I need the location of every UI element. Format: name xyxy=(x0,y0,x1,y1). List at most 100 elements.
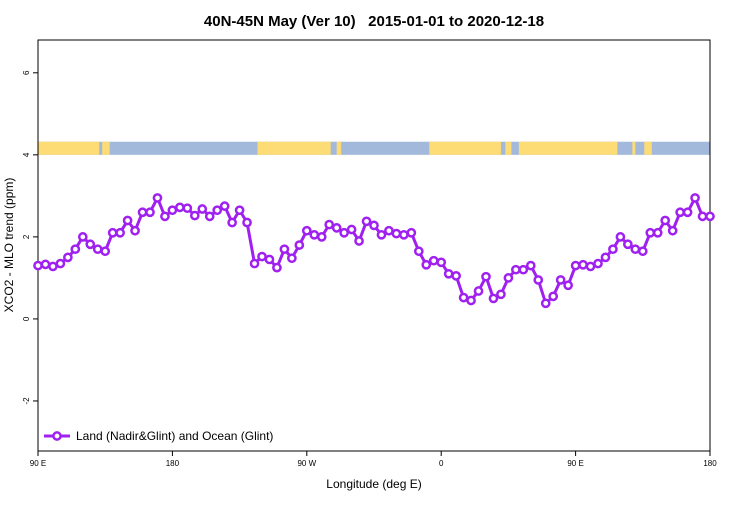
data-point xyxy=(145,207,155,218)
y-axis-label: XCO2 - MLO trend (ppm) xyxy=(2,178,16,313)
data-point xyxy=(301,225,312,236)
y-tick-label: 4 xyxy=(22,152,31,157)
data-point xyxy=(130,225,140,236)
data-point xyxy=(481,271,491,282)
data-point xyxy=(63,252,73,263)
x-tick-label: 180 xyxy=(166,459,180,468)
data-point xyxy=(413,246,424,257)
data-point xyxy=(540,298,551,309)
data-point xyxy=(637,246,648,257)
data-point xyxy=(466,295,476,306)
data-point xyxy=(518,264,529,275)
data-point xyxy=(690,193,700,203)
data-point xyxy=(548,291,559,302)
data-point xyxy=(152,193,163,203)
legend-label: Land (Nadir&Glint) and Ocean (Glint) xyxy=(76,429,273,443)
data-point xyxy=(667,225,678,236)
data-point xyxy=(555,275,566,285)
land-segment xyxy=(632,141,636,155)
data-point xyxy=(503,273,514,283)
land-segment xyxy=(336,141,342,155)
data-point xyxy=(623,239,633,250)
data-point xyxy=(339,227,349,238)
data-point xyxy=(406,227,417,238)
data-point xyxy=(697,211,708,222)
data-point xyxy=(242,217,252,228)
y-tick-label: 2 xyxy=(22,234,31,239)
data-point xyxy=(428,255,439,266)
data-point xyxy=(115,227,125,238)
data-point xyxy=(137,207,148,218)
data-point xyxy=(264,254,275,265)
data-point xyxy=(294,240,305,250)
data-point xyxy=(533,275,544,285)
data-point xyxy=(675,207,685,218)
data-point xyxy=(55,258,66,269)
data-point xyxy=(391,228,402,239)
data-point xyxy=(175,202,185,213)
y-tick-label: -2 xyxy=(22,397,31,405)
data-point xyxy=(473,286,484,296)
data-point xyxy=(354,236,364,246)
data-point xyxy=(652,227,663,238)
land-segment xyxy=(102,141,110,155)
x-tick-label: 90 W xyxy=(297,459,316,468)
land-segment xyxy=(505,141,512,155)
data-point xyxy=(70,244,81,255)
data-point xyxy=(197,204,208,214)
land-segment xyxy=(38,141,100,155)
data-point xyxy=(443,268,454,279)
data-point xyxy=(219,201,230,211)
land-segment xyxy=(518,141,618,155)
data-point xyxy=(100,246,111,257)
chart-title: 40N-45N May (Ver 10) 2015-01-01 to 2020-… xyxy=(204,13,544,30)
y-tick-label: 0 xyxy=(22,316,31,321)
data-point xyxy=(645,227,656,238)
data-point xyxy=(33,260,43,271)
data-point xyxy=(122,215,133,226)
data-point xyxy=(600,252,611,263)
data-point xyxy=(272,262,282,273)
data-point xyxy=(257,251,267,262)
data-point xyxy=(160,211,170,222)
data-point xyxy=(287,253,297,264)
data-point xyxy=(324,219,335,230)
data-point xyxy=(361,216,372,227)
data-point xyxy=(234,205,245,216)
data-point xyxy=(369,220,379,231)
y-tick-label: 6 xyxy=(22,70,31,75)
x-tick-label: 90 E xyxy=(30,459,46,468)
data-point xyxy=(346,224,357,235)
data-point xyxy=(608,244,618,255)
x-axis-label: Longitude (deg E) xyxy=(326,477,421,491)
data-point xyxy=(316,232,327,242)
plot-frame xyxy=(37,39,711,452)
data-point xyxy=(77,232,88,242)
data-point xyxy=(436,257,447,268)
data-point xyxy=(705,211,715,222)
data-point xyxy=(384,225,394,236)
x-tick-label: 0 xyxy=(439,459,444,468)
data-point xyxy=(660,215,671,226)
data-point xyxy=(525,260,536,271)
data-point xyxy=(309,229,320,240)
land-segment xyxy=(429,141,501,155)
data-point xyxy=(249,258,260,269)
data-point xyxy=(331,223,342,233)
data-point xyxy=(376,229,387,240)
data-point xyxy=(227,217,237,228)
data-point xyxy=(682,207,693,218)
data-point xyxy=(399,229,409,240)
data-point xyxy=(585,261,596,272)
land-segment xyxy=(257,141,331,155)
data-point xyxy=(40,259,51,270)
x-tick-label: 180 xyxy=(703,459,717,468)
data-point xyxy=(182,203,193,214)
data-point xyxy=(615,232,626,242)
data-point xyxy=(189,210,200,221)
data-point xyxy=(488,293,499,304)
data-point xyxy=(570,260,581,271)
data-point xyxy=(630,244,641,255)
land-segment xyxy=(644,141,652,155)
